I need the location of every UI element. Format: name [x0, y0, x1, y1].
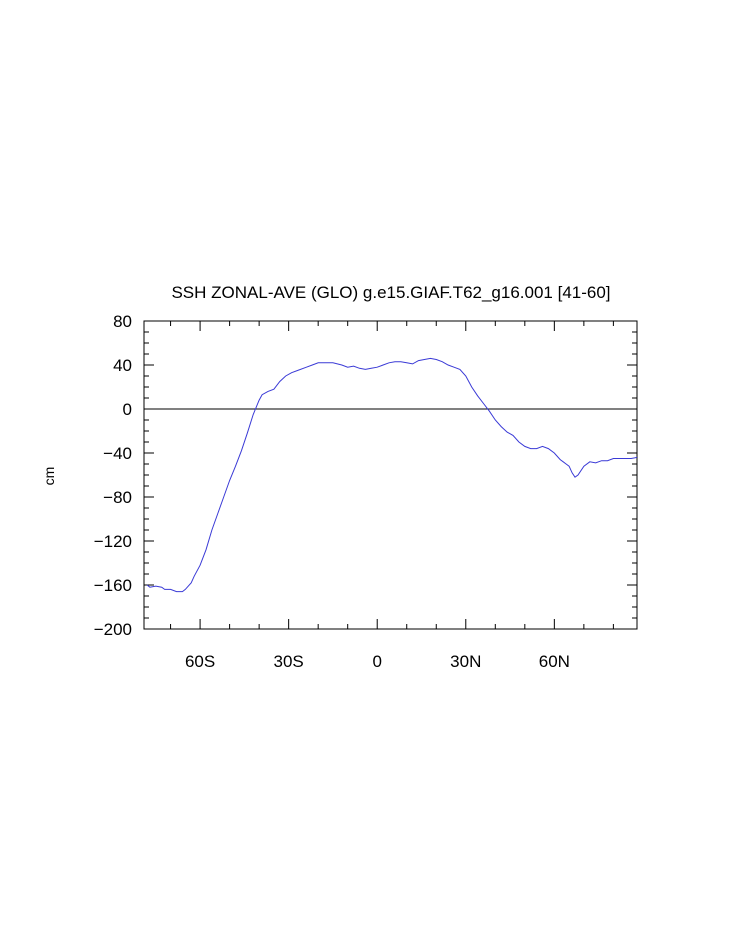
x-tick-label: 60N — [539, 652, 570, 671]
y-tick-label: 80 — [113, 312, 132, 331]
y-tick-label: −120 — [94, 532, 132, 551]
y-axis-label: cm — [41, 467, 57, 486]
y-tick-label: −200 — [94, 620, 132, 639]
x-tick-label: 30N — [450, 652, 481, 671]
axis-tick-labels: 80 40 0 −40 −80 −120 −160 −200 60S 30S 0 30N 60N — [94, 312, 570, 671]
y-tick-label: −80 — [103, 488, 132, 507]
chart-title: SSH ZONAL-AVE (GLO) g.e15.GIAF.T62_g16.0… — [171, 283, 610, 302]
axis-ticks — [144, 320, 637, 630]
y-tick-label: −160 — [94, 576, 132, 595]
y-tick-label: 40 — [113, 356, 132, 375]
y-tick-label: 0 — [123, 400, 132, 419]
x-tick-label: 0 — [372, 652, 381, 671]
plot-frame — [143, 320, 638, 630]
ssh-series-line — [146, 357, 638, 593]
x-tick-label: 60S — [185, 652, 215, 671]
x-tick-label: 30S — [274, 652, 304, 671]
y-tick-label: −40 — [103, 444, 132, 463]
